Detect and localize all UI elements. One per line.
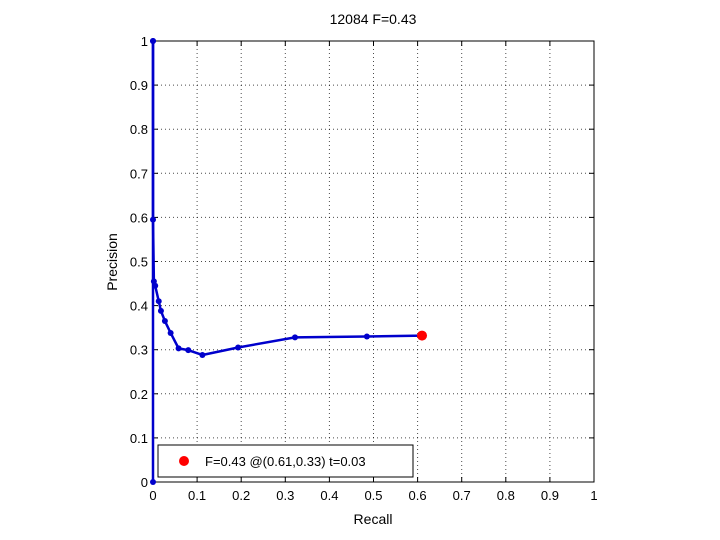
x-tick-label: 0.4 (320, 488, 338, 503)
series-point (292, 334, 299, 341)
y-tick-label: 0.1 (130, 431, 148, 446)
series-point (157, 307, 164, 314)
y-tick-label: 0.8 (130, 122, 148, 137)
y-tick-label: 0.2 (130, 387, 148, 402)
best-f-point (417, 330, 428, 341)
x-tick-label: 0.7 (453, 488, 471, 503)
y-tick-label: 0.5 (130, 255, 148, 270)
series-point (175, 345, 182, 352)
y-tick-label: 0.6 (130, 210, 148, 225)
x-tick-label: 0.6 (409, 488, 427, 503)
series-point (363, 333, 370, 340)
series-point (152, 282, 159, 289)
series-point (150, 216, 156, 223)
x-tick-label: 0.3 (276, 488, 294, 503)
x-tick-label: 0.9 (541, 488, 559, 503)
y-tick-label: 0.3 (130, 343, 148, 358)
x-tick-label: 0.8 (497, 488, 515, 503)
y-tick-label: 0.9 (130, 78, 148, 93)
x-axis-title: Recall (354, 511, 393, 527)
x-tick-label: 0.5 (364, 488, 382, 503)
legend-label: F=0.43 @(0.61,0.33) t=0.03 (205, 454, 366, 469)
series-line (151, 41, 423, 357)
legend: F=0.43 @(0.61,0.33) t=0.03 (157, 444, 414, 478)
y-tick-label: 0.4 (130, 299, 148, 314)
y-axis-title: Precision (104, 233, 120, 291)
y-tick-label: 0.7 (130, 166, 148, 181)
x-tick-label: 0.1 (188, 488, 206, 503)
x-tick-label: 1 (590, 488, 597, 503)
series-point (167, 329, 174, 336)
y-tick-label: 1 (141, 34, 148, 49)
best-point-group (417, 330, 428, 341)
series-point (185, 347, 192, 354)
chart-title: 12084 F=0.43 (330, 11, 417, 27)
y-tick-label: 0 (141, 475, 148, 490)
series-group (150, 38, 426, 485)
series-point (150, 479, 156, 485)
legend-box (157, 444, 414, 478)
x-tick-label: 0 (149, 488, 156, 503)
series-point (155, 298, 162, 305)
series-point (235, 344, 242, 351)
legend-marker (179, 456, 189, 466)
grid-lines (153, 41, 594, 482)
series-point (150, 38, 156, 44)
series-point (199, 351, 206, 358)
axis-ticks: 0 0.1 0.2 0.3 0.4 0.5 0.6 0.7 0.8 0.9 1 0 0.1 0.2 0.3 0… (130, 34, 598, 503)
x-tick-label: 0.2 (232, 488, 250, 503)
series-point (161, 318, 168, 325)
